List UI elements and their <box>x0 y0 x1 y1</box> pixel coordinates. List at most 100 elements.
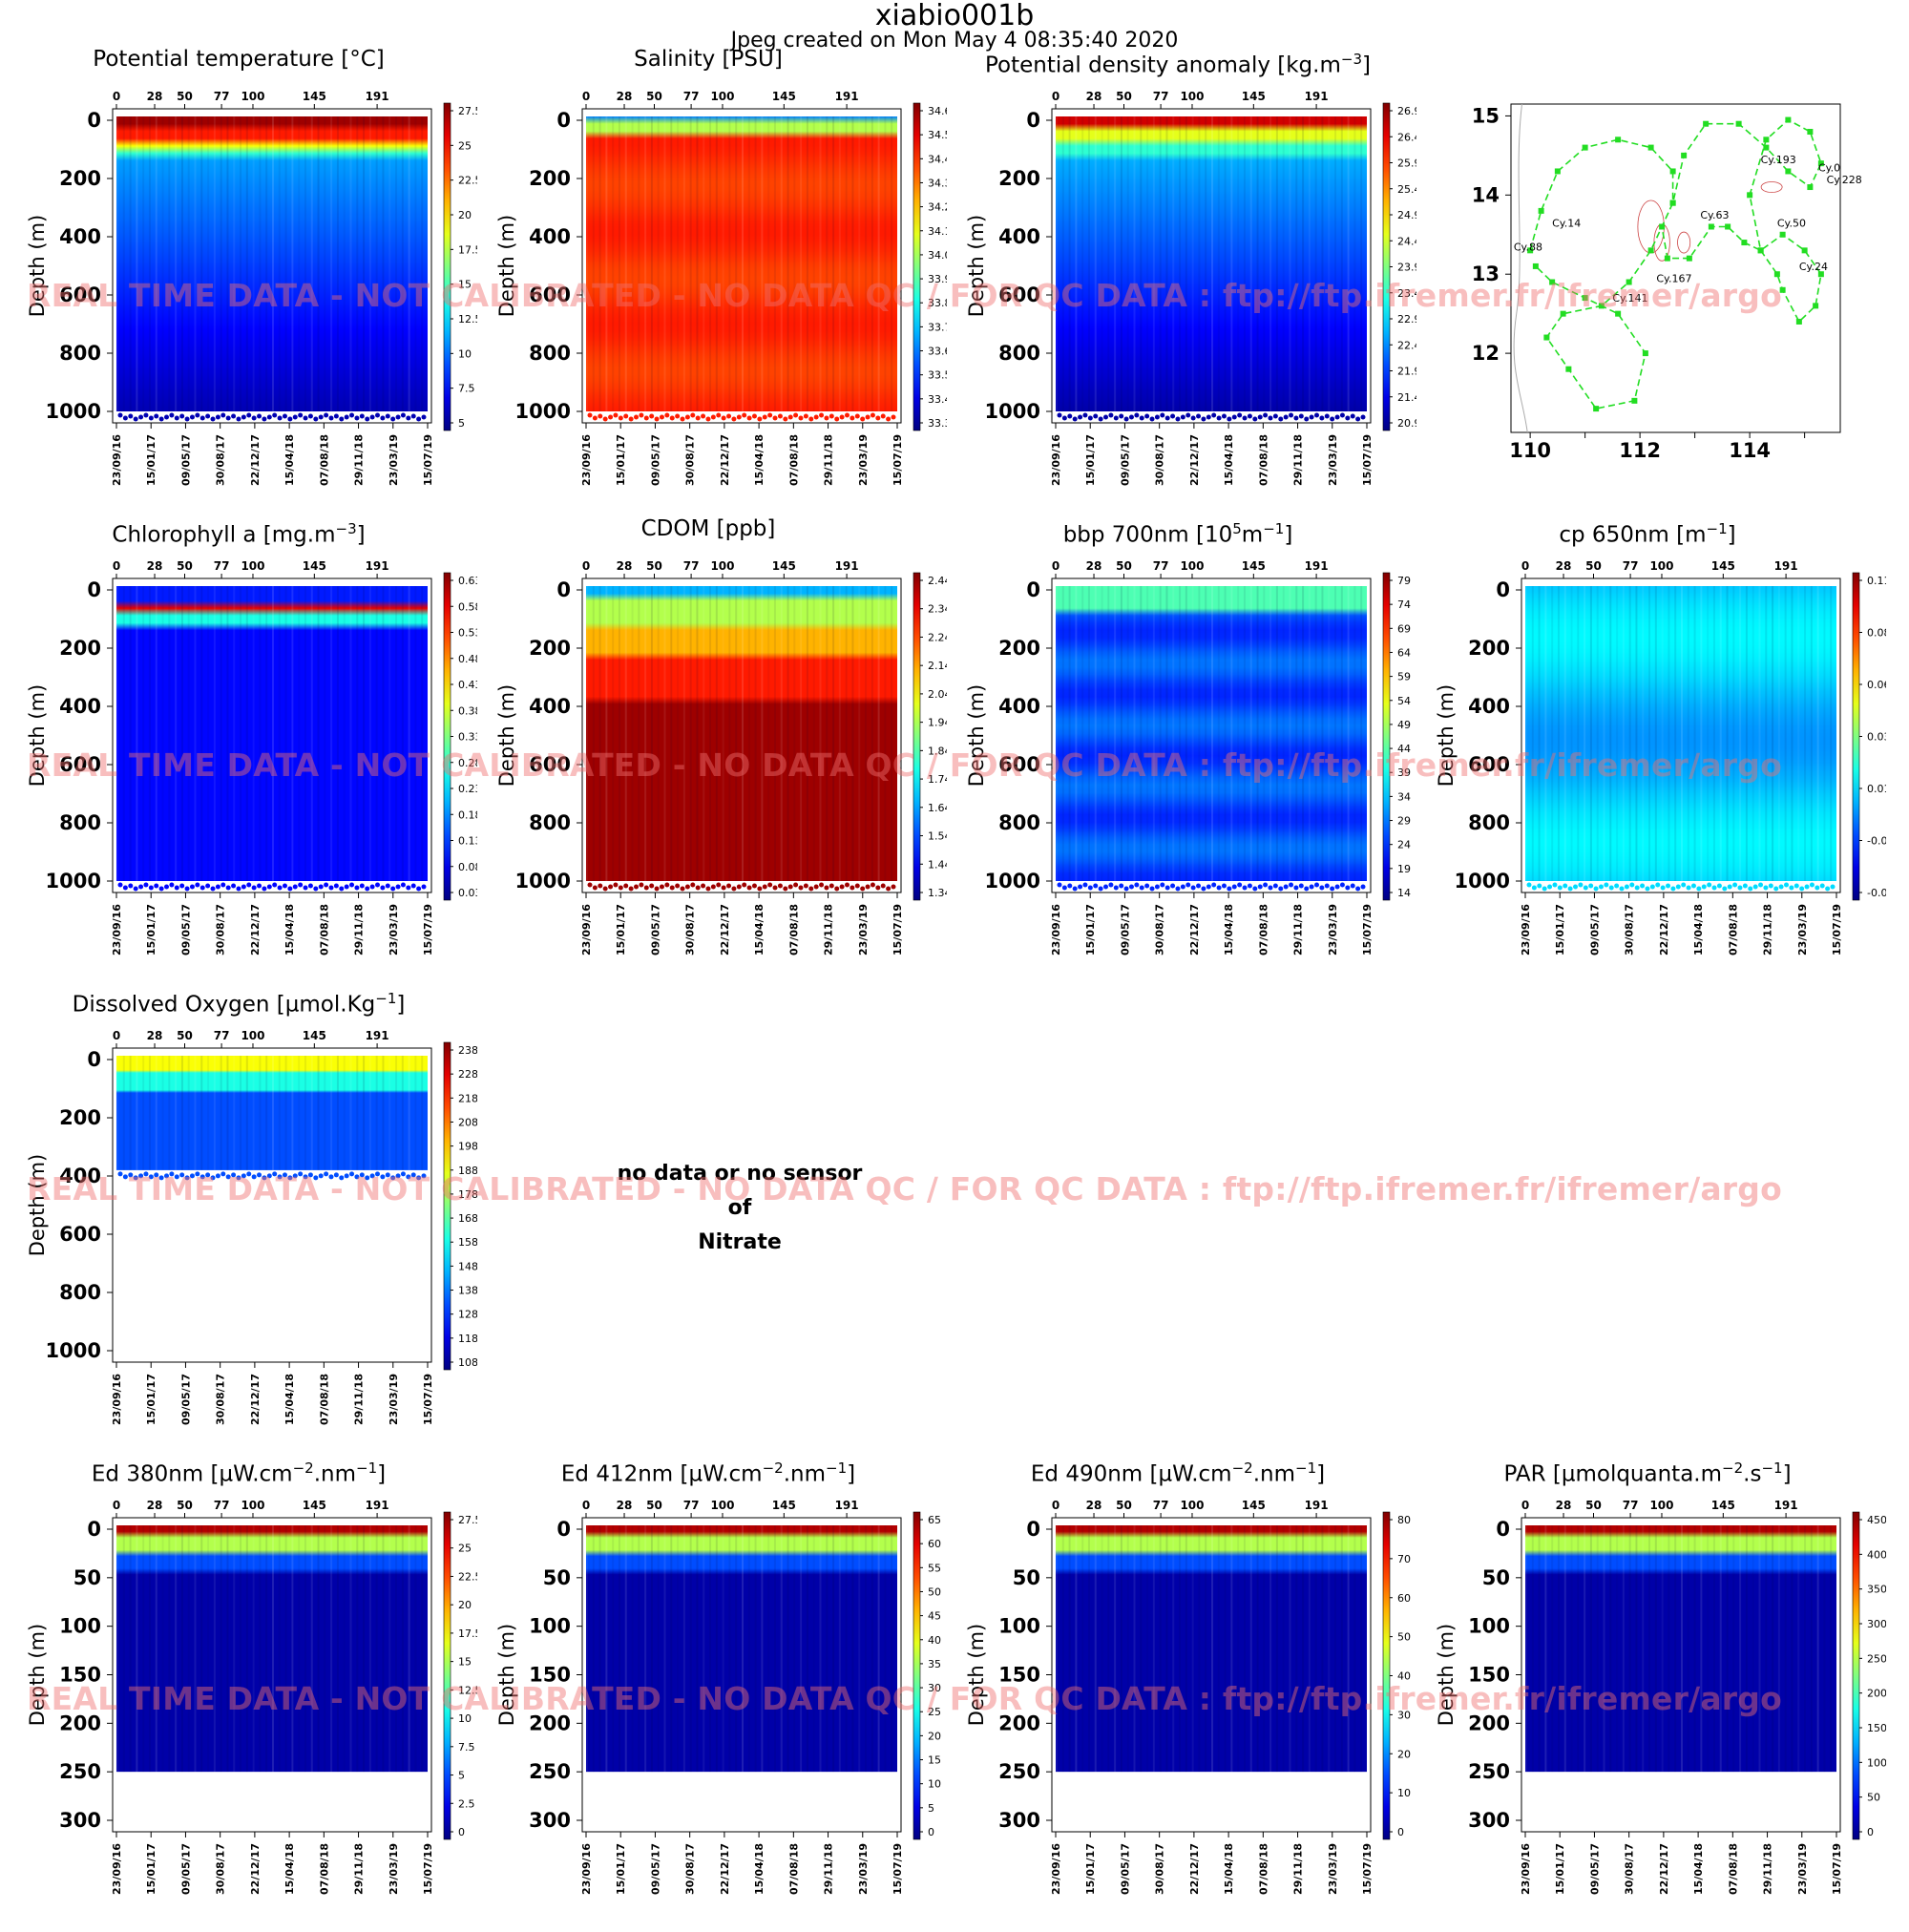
cp650-profile-bottom-point <box>1655 882 1661 888</box>
temperature-profile-streak <box>175 116 178 411</box>
ed412-depth-tick-label: 100 <box>529 1615 571 1638</box>
density-profile-bottom-point <box>1093 413 1099 419</box>
salinity-profile-streak <box>884 116 887 411</box>
cp650-profile-bottom-point <box>1711 885 1717 891</box>
par-depth-tick-label: 300 <box>1468 1809 1510 1832</box>
ed380-profile-streak <box>368 1525 371 1773</box>
ed380-profile-streak <box>395 1525 398 1773</box>
salinity-profile-bottom-point <box>870 412 875 418</box>
chlorophyll-date-tick-label: 15/01/17 <box>145 904 157 956</box>
salinity-profile-streak <box>728 116 731 411</box>
salinity-profile-streak <box>586 116 588 411</box>
cdom-profile-bottom-point <box>870 882 875 888</box>
cp650-depth-tick-label: 600 <box>1468 753 1510 776</box>
temperature-profile-streak <box>375 116 378 411</box>
density-profile-bottom-point <box>1211 412 1217 418</box>
chlorophyll-depth-tick-label: 600 <box>59 753 101 776</box>
oxygen-profile-bottom-point <box>365 1175 370 1181</box>
density-colorbar-tick-label: 24.9 <box>1397 209 1416 221</box>
density-colorbar-tick-label: 26.4 <box>1397 131 1416 143</box>
cdom-profile-streak <box>865 586 868 881</box>
cdom-cycle-tick-label: 191 <box>835 559 859 573</box>
ed380-heatmap-field <box>116 1525 428 1773</box>
trajectory-point <box>1785 116 1792 123</box>
par-profile-streak <box>1616 1525 1619 1773</box>
temperature-profile-streak <box>142 116 145 411</box>
cp650-profile-bottom-point <box>1773 886 1779 892</box>
temperature-depth-tick-label: 1000 <box>46 400 101 423</box>
density-profile-streak <box>1360 116 1363 411</box>
oxygen-profile-streak <box>142 1056 145 1170</box>
salinity-colorbar-tick-label: 34.54 <box>928 129 947 141</box>
oxygen-date-tick-label: 29/11/18 <box>353 1374 366 1425</box>
density-colorbar-tick-label: 21.9 <box>1397 366 1416 378</box>
temperature-profile-bottom-point <box>266 414 272 420</box>
temperature-profile-bottom-point <box>251 415 257 421</box>
ed490-profile-streak <box>1165 1525 1168 1773</box>
cp650-profile-bottom-point <box>1707 882 1712 888</box>
cdom-profile-streak <box>877 586 880 881</box>
oxygen-profile-streak <box>259 1056 262 1170</box>
chlorophyll-depth-tick-label: 200 <box>59 637 101 660</box>
density-profile-bottom-point <box>1149 416 1155 422</box>
cp650-profile-streak <box>1603 586 1605 881</box>
temperature-profile-bottom-point <box>298 412 304 418</box>
cdom-profile-streak <box>715 586 718 881</box>
chlorophyll-panel: Chlorophyll a [mg.m−3] 0 28 50 77 100 145 191 0 2… <box>0 515 477 993</box>
cp650-profile-streak <box>1784 586 1787 881</box>
temperature-profile-streak <box>395 116 398 411</box>
cp650-profile-bottom-point <box>1629 882 1635 888</box>
chlorophyll-date-tick-label: 23/03/19 <box>388 904 400 956</box>
density-profile-streak <box>1114 116 1117 411</box>
oxygen-profile-streak <box>298 1056 301 1170</box>
trajectory-point <box>1735 120 1742 127</box>
ed412-profile-streak <box>832 1525 835 1773</box>
oxygen-colorbar-tick-label: 148 <box>458 1260 477 1272</box>
cdom-profile-bottom-point <box>875 885 881 891</box>
ed490-date-tick-label: 23/03/19 <box>1327 1843 1339 1895</box>
ed380-colorbar <box>443 1511 451 1840</box>
chlorophyll-profile-streak <box>116 586 118 881</box>
ed380-profile-streak <box>213 1525 216 1773</box>
cp650-profile-streak <box>1810 586 1813 881</box>
cdom-profile-bottom-point <box>716 882 722 888</box>
cp650-heatmap-field <box>1525 586 1836 881</box>
salinity-profile-bottom-point <box>813 414 819 420</box>
bbp700-profile-streak <box>1146 586 1149 881</box>
ed490-profile-streak <box>1275 1525 1278 1773</box>
oxygen-profile-streak <box>233 1056 236 1170</box>
cdom-profile-bottom-point <box>865 884 871 890</box>
density-date-tick-label: 15/01/17 <box>1084 434 1097 486</box>
density-colorbar-tick-label: 26.9 <box>1397 105 1416 117</box>
oxygen-profile-bottom-point <box>122 1174 128 1180</box>
ed412-colorbar-tick-label: 65 <box>928 1514 941 1526</box>
bbp700-profile-bottom-point <box>1247 883 1252 889</box>
cdom-profile-streak <box>689 586 692 881</box>
ed412-profile-streak <box>742 1525 744 1773</box>
cp650-profile-streak <box>1758 586 1761 881</box>
salinity-profile-bottom-point <box>829 413 834 419</box>
oxygen-profile-streak <box>388 1056 391 1170</box>
density-profile-bottom-point <box>1216 415 1222 421</box>
ed412-profile-streak <box>722 1525 724 1773</box>
cp650-profile-bottom-point <box>1748 886 1753 892</box>
salinity-cycle-tick-label: 145 <box>772 90 796 103</box>
bbp700-profile-streak <box>1275 586 1278 881</box>
temperature-profile-bottom-point <box>205 413 211 419</box>
chlorophyll-profile-bottom-point <box>333 883 339 889</box>
bbp700-profile-bottom-point <box>1211 882 1217 888</box>
oxygen-profile-bottom-point <box>215 1173 220 1179</box>
chlorophyll-profile-streak <box>180 586 183 881</box>
temperature-profile-streak <box>343 116 346 411</box>
density-profile-streak <box>1243 116 1246 411</box>
cp650-depth-axis-label: Depth (m) <box>1435 684 1458 787</box>
density-profile-streak <box>1081 116 1084 411</box>
temperature-profile-streak <box>240 116 242 411</box>
salinity-colorbar-tick-label: 34.64 <box>928 105 947 117</box>
oxygen-date-tick-label: 22/12/17 <box>249 1374 262 1425</box>
bbp700-profile-bottom-point <box>1113 885 1119 891</box>
chlorophyll-profile-streak <box>363 586 366 881</box>
trajectory-point <box>1554 168 1561 175</box>
cp650-cycle-tick-label: 0 <box>1521 559 1529 573</box>
oxygen-profile-streak <box>161 1056 164 1170</box>
